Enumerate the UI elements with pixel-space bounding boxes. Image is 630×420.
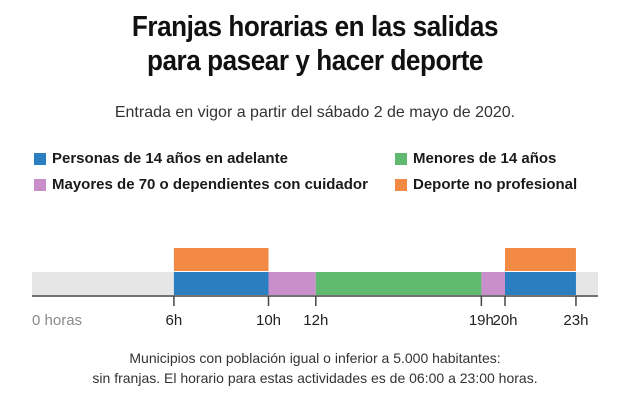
tick-label-1: 6h [166, 312, 183, 329]
bar-1-1 [481, 272, 505, 295]
chart-subtitle: Entrada en vigor a partir del sábado 2 d… [114, 104, 516, 121]
legend-swatch [395, 178, 407, 191]
footnote-line-1: Municipios con población igual o inferio… [129, 350, 501, 366]
legend-item-personas-14: Personas de 14 años en adelante [34, 150, 288, 167]
tick-label-0: 0 horas [32, 312, 82, 329]
legend-swatch [34, 178, 46, 191]
bar-1-0 [268, 272, 316, 295]
bar-3-1 [505, 248, 576, 271]
title-line-2: para pasear y hacer deporte [146, 45, 484, 77]
chart-title: Franjas horarias en las salidas para pas… [32, 10, 599, 78]
tick-label-2: 10h [256, 312, 281, 329]
tick-label-6: 23h [563, 312, 588, 329]
footnote-line-2: sin franjas. El horario para estas activ… [92, 370, 538, 386]
legend-label: Menores de 14 años [413, 150, 557, 167]
footnote: Municipios con población igual o inferio… [0, 348, 630, 388]
bar-3-0 [173, 248, 269, 271]
tick-label-3: 12h [303, 312, 328, 329]
tick-label-5: 20h [492, 312, 517, 329]
legend-label: Personas de 14 años en adelante [52, 150, 288, 167]
bar-0-0 [173, 272, 269, 295]
legend-swatch [34, 152, 46, 165]
legend-swatch [395, 152, 407, 165]
bar-2-0 [315, 272, 482, 295]
legend-label: Deporte no profesional [413, 176, 578, 193]
bar-0-1 [505, 272, 576, 295]
legend-item-deporte: Deporte no profesional [395, 176, 577, 193]
legend-item-mayores-70: Mayores de 70 o dependientes con cuidado… [34, 176, 368, 193]
title-line-1: Franjas horarias en las salidas [131, 11, 499, 43]
legend-label: Mayores de 70 o dependientes con cuidado… [52, 176, 368, 193]
legend-item-menores-14: Menores de 14 años [395, 150, 556, 167]
tick-label-4: 19h [469, 312, 494, 329]
